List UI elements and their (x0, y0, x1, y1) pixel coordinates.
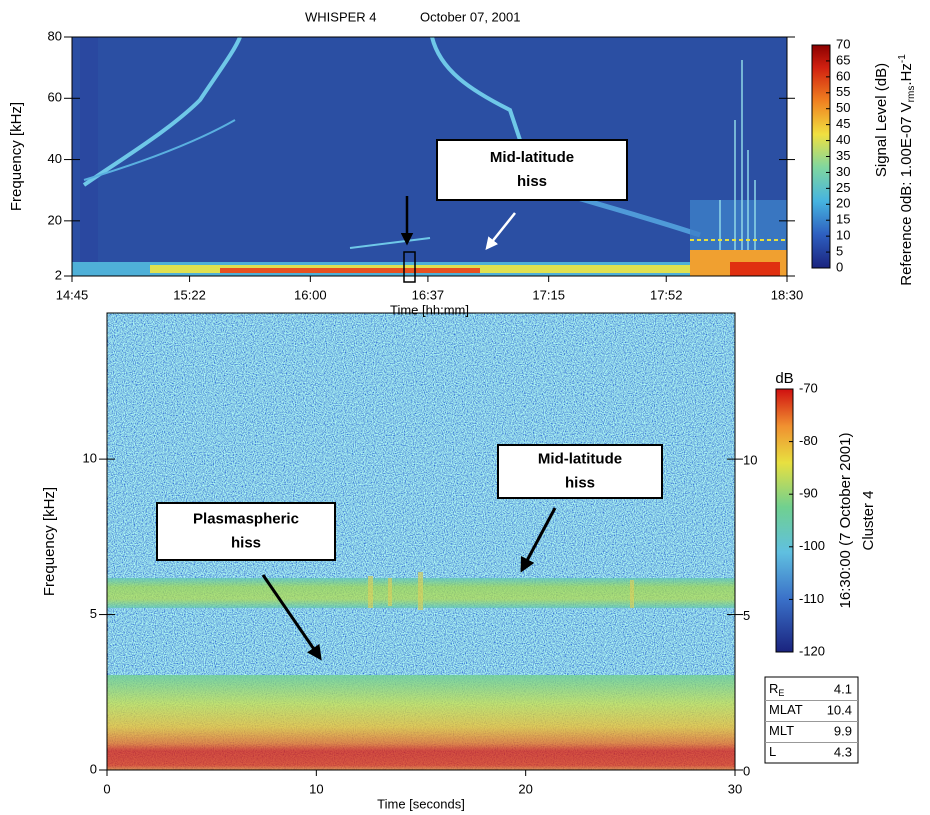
plot-frame (106, 312, 736, 771)
y-tick-label: 5 (743, 608, 750, 623)
info-name: L (769, 744, 776, 759)
x-tick-label: 16:37 (412, 287, 445, 302)
selection-box (403, 251, 416, 283)
arrow (261, 574, 322, 661)
y-tick-label: 0 (743, 763, 750, 778)
info-name-text: MLAT (769, 702, 803, 717)
x-tick-label: 30 (728, 781, 742, 796)
colorbar-tick-label: 15 (836, 212, 850, 227)
y-tick-label: 80 (48, 28, 62, 43)
colorbar-tick-label: 70 (836, 36, 850, 51)
colorbar-tick-label: 40 (836, 132, 850, 147)
colorbar-tick-label: 10 (836, 228, 850, 243)
info-name-text: R (769, 681, 778, 696)
x-tick-label: 16:00 (294, 287, 327, 302)
annotation-box (156, 502, 336, 561)
spectrogram-image (72, 36, 787, 276)
colorbar-label: Signal Level (dB) (873, 63, 890, 177)
annotation-text: hiss (565, 474, 595, 491)
colorbar-title: dB (775, 370, 793, 387)
y-tick-label: 10 (743, 453, 757, 468)
annotation-box (436, 139, 628, 201)
annotation-text: hiss (517, 173, 547, 190)
colorbar-tick-label: -80 (799, 433, 818, 448)
colorbar-reference-part: .Hz (898, 63, 915, 86)
y-tick-label: 40 (48, 151, 62, 166)
x-axis-label: Time [hh:mm] (390, 302, 469, 317)
colorbar-tick-label: 5 (836, 244, 843, 259)
plot-frame (71, 36, 788, 277)
colorbar-tick-label: 45 (836, 116, 850, 131)
arrow (520, 507, 557, 573)
y-axis-label: Frequency [kHz] (8, 102, 25, 211)
arrow (485, 212, 516, 250)
colorbar-reference-part: Reference 0dB: 1.00E-07 V (898, 102, 915, 285)
colorbar-tick-label: -100 (799, 538, 825, 553)
colorbar-reference: Reference 0dB: 1.00E-07 Vrms.Hz-1 (897, 54, 917, 286)
info-name: RE (769, 681, 784, 698)
info-value: 10.4 (827, 702, 852, 717)
annotation-box (497, 444, 663, 499)
colorbar-tick-label: 55 (836, 84, 850, 99)
colorbar-frame (775, 388, 794, 653)
info-value: 4.3 (834, 744, 852, 759)
y-tick-label: 0 (90, 761, 97, 776)
annotation-text: Mid-latitude (490, 149, 574, 166)
y-axis-label: Frequency [kHz] (41, 487, 58, 596)
colorbar-reference-part: -1 (897, 54, 908, 63)
x-tick-label: 0 (103, 781, 110, 796)
info-name-text: MLT (769, 723, 794, 738)
colorbar (776, 389, 793, 652)
x-tick-label: 17:52 (650, 287, 683, 302)
info-value: 4.1 (834, 681, 852, 696)
annotation-text: Mid-latitude (538, 450, 622, 467)
info-name: MLAT (769, 702, 803, 717)
colorbar (812, 45, 830, 268)
colorbar-tick-label: 35 (836, 148, 850, 163)
colorbar-tick-label: 30 (836, 164, 850, 179)
x-tick-label: 18:30 (771, 287, 804, 302)
y-tick-label: 20 (48, 212, 62, 227)
colorbar-tick-label: -90 (799, 486, 818, 501)
annotation-text: hiss (231, 534, 261, 551)
chart-title: WHISPER 4 (305, 9, 377, 24)
colorbar-tick-label: 20 (836, 196, 850, 211)
colorbar-tick-label: -110 (799, 591, 824, 606)
x-tick-label: 10 (309, 781, 323, 796)
colorbar-label: 16:30:00 (7 October 2001) (837, 433, 854, 609)
chart-subtitle: October 07, 2001 (420, 9, 520, 24)
y-tick-label: 5 (90, 606, 97, 621)
info-name-sub: E (778, 688, 784, 698)
colorbar-reference-part: rms (906, 86, 917, 103)
colorbar-tick-label: -70 (799, 380, 818, 395)
colorbar-tick-label: 60 (836, 68, 850, 83)
y-tick-label: 2 (55, 267, 62, 282)
colorbar-tick-label: 50 (836, 100, 850, 115)
colorbar-tick-label: 25 (836, 180, 850, 195)
info-name: MLT (769, 723, 794, 738)
annotation-text: Plasmaspheric (193, 510, 299, 527)
x-tick-label: 15:22 (173, 287, 206, 302)
info-name-text: L (769, 744, 776, 759)
info-box (764, 676, 859, 764)
x-tick-label: 20 (518, 781, 532, 796)
colorbar-tick-label: 0 (836, 259, 843, 274)
colorbar-tick-label: 65 (836, 52, 850, 67)
info-value: 9.9 (834, 723, 852, 738)
x-tick-label: 14:45 (56, 287, 89, 302)
y-tick-label: 10 (83, 451, 97, 466)
colorbar-tick-label: -120 (799, 643, 825, 658)
y-tick-label: 60 (48, 90, 62, 105)
colorbar-sublabel: Cluster 4 (860, 490, 877, 550)
x-axis-label: Time [seconds] (377, 796, 465, 811)
x-tick-label: 17:15 (532, 287, 565, 302)
